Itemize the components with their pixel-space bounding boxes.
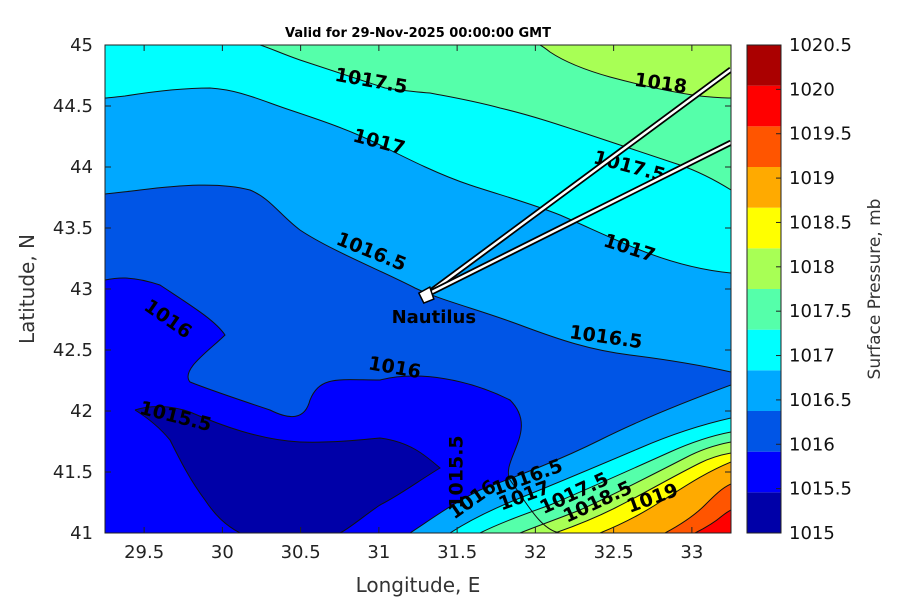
track-line	[425, 141, 731, 297]
band-1015	[135, 406, 440, 533]
colorbar: 1015 1015.5 1016 1016.5 1017 1017.5 1018 1018.5…	[746, 35, 852, 544]
colorbar-tick-label: 1018.5	[789, 212, 852, 233]
colorbar-tick-label: 1016.5	[789, 390, 852, 411]
vessel-marker-icon	[417, 286, 435, 305]
x-tick-label: 32	[524, 542, 547, 563]
colorbar-tick-label: 1015.5	[789, 479, 852, 500]
x-tick-label: 31	[367, 542, 390, 563]
colorbar-tick-label: 1019.5	[789, 124, 852, 145]
colorbar-frame	[746, 44, 782, 534]
x-tick-label: 29.5	[124, 542, 164, 563]
y-tick-label: 41.5	[53, 462, 93, 483]
colorbar-tick-label: 1018	[789, 257, 835, 278]
contour-lines	[105, 45, 731, 533]
colorbar-band	[747, 248, 781, 289]
band-se-1020	[695, 510, 731, 533]
colorbar-tick-label: 1017	[789, 346, 835, 367]
colorbar-band	[747, 126, 781, 167]
colorbar-label: Surface Pressure, mb	[865, 199, 885, 380]
colorbar-band	[747, 370, 781, 411]
chart-title: Valid for 29-Nov-2025 00:00:00 GMT	[285, 26, 551, 41]
y-tick-label: 42	[70, 401, 93, 422]
colorbar-band	[747, 85, 781, 127]
colorbar-tick-label: 1015	[789, 523, 835, 544]
colorbar-tick-label: 1017.5	[789, 301, 852, 322]
x-tick-label: 31.5	[437, 542, 477, 563]
colorbar-tick-label: 1019	[789, 168, 835, 189]
colorbar-tick-label: 1020	[789, 79, 835, 100]
colorbar-band	[747, 289, 781, 330]
colorbar-band	[747, 207, 781, 249]
y-tick-label: 43	[70, 279, 93, 300]
vessel-label: Nautilus	[392, 307, 477, 328]
y-tick-label: 44.5	[53, 96, 93, 117]
x-tick-label: 32.5	[594, 542, 634, 563]
colorbar-band	[747, 167, 781, 208]
x-tick-label: 30.5	[281, 542, 321, 563]
x-axis: 29.5 30 30.5 31 31.5 32 32.5 33	[124, 45, 703, 563]
y-tick-label: 41	[70, 523, 93, 544]
y-axis-label: Latitude, N	[15, 234, 39, 344]
y-tick-label: 44	[70, 157, 93, 178]
y-tick-label: 42.5	[53, 340, 93, 361]
y-axis: 41 41.5 42 42.5 43 43.5 44 44.5 45	[53, 35, 731, 544]
x-tick-label: 33	[680, 542, 703, 563]
x-axis-label: Longitude, E	[356, 573, 481, 597]
band-1017.5	[260, 45, 731, 190]
colorbar-tick-label: 1020.5	[789, 35, 852, 56]
colorbar-band	[747, 45, 781, 86]
colorbar-band	[747, 411, 781, 452]
vessel-track: Nautilus	[392, 66, 731, 328]
colorbar-tick-label: 1016	[789, 434, 835, 455]
y-tick-label: 45	[70, 35, 93, 56]
track-line	[425, 68, 731, 297]
x-tick-label: 30	[211, 542, 234, 563]
contour-label: 1015.5	[446, 435, 468, 508]
colorbar-band	[747, 451, 781, 493]
y-tick-label: 43.5	[53, 218, 93, 239]
band-1018	[540, 45, 731, 98]
colorbar-band	[747, 329, 781, 371]
colorbar-band	[747, 492, 781, 533]
